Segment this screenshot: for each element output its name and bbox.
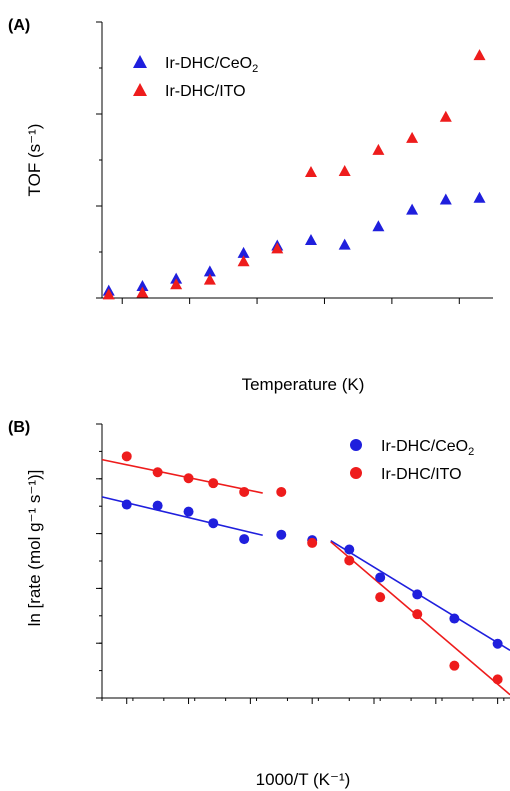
legend-label: Ir-DHC/CeO2 [381, 438, 474, 458]
panel-a-xlabel: Temperature (K) [242, 375, 365, 394]
data-point-series-2 [208, 478, 219, 489]
data-point-series-2 [372, 143, 385, 155]
data-point-series-2 [412, 609, 423, 620]
fit-line [330, 541, 510, 696]
data-point-series-1 [237, 246, 250, 258]
data-point-series-1 [183, 506, 194, 517]
panel-b-label: (B) [8, 419, 30, 436]
legend-marker [350, 439, 362, 451]
data-point-series-2 [473, 49, 486, 61]
data-point-series-2 [375, 592, 386, 603]
panel-a-label: (A) [8, 17, 30, 34]
data-point-series-1 [338, 238, 351, 250]
data-point-series-1 [449, 613, 460, 624]
data-point-series-2 [492, 674, 503, 685]
legend-label: Ir-DHC/CeO2 [165, 55, 258, 75]
panel-b: (B) ln [rate (mol g⁻¹ s⁻¹)] 1000/T (K⁻¹)… [8, 419, 510, 789]
fit-line [101, 458, 263, 494]
panel-a-plot: Ir-DHC/CeO2 Ir-DHC/ITO [96, 21, 493, 304]
data-point-series-1 [344, 544, 355, 555]
panel-b-xlabel: 1000/T (K⁻¹) [256, 770, 351, 789]
data-point-series-2 [239, 486, 250, 497]
data-point-series-1 [412, 589, 423, 600]
legend-marker [133, 83, 147, 96]
legend-label: Ir-DHC/ITO [165, 83, 246, 100]
data-point-series-2 [203, 273, 216, 285]
data-point-series-2 [304, 165, 317, 177]
data-point-series-1 [121, 499, 132, 510]
data-point-series-2 [136, 286, 149, 298]
data-point-series-1 [406, 203, 419, 215]
data-point-series-2 [237, 255, 250, 267]
data-point-series-2 [449, 660, 460, 671]
data-point-series-1 [136, 280, 149, 292]
legend-marker [350, 467, 362, 479]
panel-b-plot: Ir-DHC/CeO2 Ir-DHC/ITO [96, 423, 510, 704]
data-point-series-2 [307, 537, 318, 548]
data-point-series-1 [439, 193, 452, 205]
legend-marker [133, 55, 147, 68]
data-point-series-1 [239, 534, 250, 545]
data-point-series-2 [121, 451, 132, 462]
data-point-series-1 [170, 272, 183, 284]
data-point-series-2 [152, 467, 163, 478]
legend-label: Ir-DHC/ITO [381, 466, 462, 483]
panel-a: (A) TOF (s⁻¹) Temperature (K) Ir-DHC/CeO… [8, 17, 493, 394]
data-point-series-1 [492, 638, 503, 649]
data-point-series-2 [276, 486, 287, 497]
data-point-series-2 [344, 555, 355, 566]
data-point-series-1 [208, 518, 219, 529]
data-point-series-1 [372, 220, 385, 232]
data-point-series-2 [439, 110, 452, 122]
data-point-series-2 [406, 131, 419, 143]
data-point-series-2 [183, 473, 194, 484]
data-point-series-1 [375, 572, 386, 583]
data-point-series-1 [203, 265, 216, 277]
data-point-series-1 [152, 500, 163, 511]
data-point-series-2 [170, 278, 183, 290]
data-point-series-2 [102, 288, 115, 300]
panel-a-ylabel: TOF (s⁻¹) [25, 124, 44, 197]
data-point-series-1 [276, 529, 287, 540]
data-point-series-2 [338, 165, 351, 177]
panel-b-ylabel: ln [rate (mol g⁻¹ s⁻¹)] [25, 470, 44, 627]
data-point-series-1 [304, 234, 317, 246]
data-point-series-1 [473, 191, 486, 203]
data-point-series-2 [271, 242, 284, 254]
